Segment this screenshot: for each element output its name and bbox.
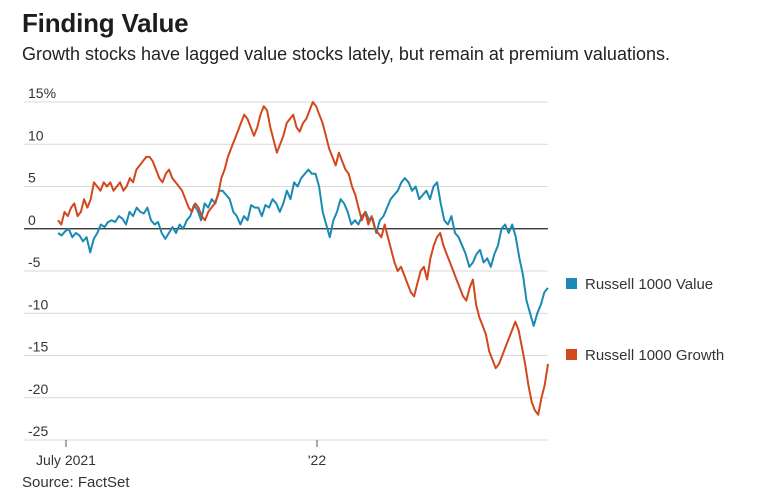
- legend-label: Russell 1000 Growth: [585, 347, 724, 364]
- chart-subtitle: Growth stocks have lagged value stocks l…: [22, 44, 670, 64]
- legend-swatch: [566, 278, 577, 289]
- legend-label: Russell 1000 Value: [585, 276, 713, 293]
- y-tick-label: 5: [28, 170, 36, 186]
- y-tick-label: 15%: [28, 85, 56, 101]
- y-tick-label: 0: [28, 212, 36, 228]
- series-line-growth: [57, 101, 549, 416]
- line-chart: 15% 10 5 0 -5 -10 -15 -20 -25 July 2021 '22 Russe…: [24, 85, 724, 468]
- legend: Russell 1000 Value Russell 1000 Growth: [566, 276, 724, 364]
- series-lines: [57, 101, 549, 416]
- y-tick-label: -10: [28, 296, 48, 312]
- chart-title: Finding Value: [22, 8, 189, 38]
- legend-swatch: [566, 349, 577, 360]
- y-tick-label: -15: [28, 339, 48, 355]
- series-line-value: [57, 168, 549, 327]
- gridlines: [24, 101, 548, 441]
- y-tick-label: -5: [28, 254, 41, 270]
- x-tick-label: '22: [308, 452, 326, 468]
- y-tick-label: 10: [28, 127, 44, 143]
- y-tick-label: -25: [28, 423, 48, 439]
- source-note: Source: FactSet: [22, 474, 130, 491]
- x-axis: July 2021 '22: [24, 439, 548, 468]
- y-tick-labels: 15% 10 5 0 -5 -10 -15 -20 -25: [28, 85, 56, 439]
- x-tick-label: July 2021: [36, 452, 96, 468]
- y-tick-label: -20: [28, 381, 48, 397]
